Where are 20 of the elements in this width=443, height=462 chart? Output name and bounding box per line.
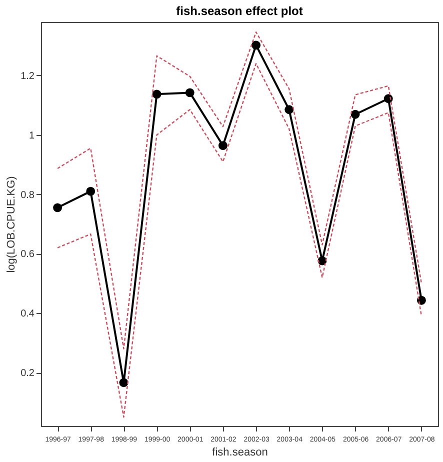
- x-axis-title: fish.season: [212, 446, 268, 458]
- y-tick-label: 0.2: [20, 368, 35, 380]
- point: [252, 40, 261, 50]
- y-axis-title: log(LOB.CPUE.KG): [6, 176, 18, 273]
- chart-title: fish.season effect plot: [176, 4, 303, 18]
- y-tick-label: 1.2: [20, 70, 35, 82]
- point: [185, 88, 194, 98]
- point: [152, 90, 162, 99]
- point: [350, 110, 360, 119]
- point: [384, 94, 393, 104]
- point: [53, 203, 62, 212]
- y-tick-label: 0.8: [20, 190, 35, 201]
- y-tick-label: 0.4: [20, 308, 35, 320]
- y-tick-label: 0.6: [20, 249, 35, 260]
- point: [119, 378, 128, 388]
- point: [284, 105, 294, 114]
- point: [218, 141, 228, 150]
- line-series: [56, 62, 422, 418]
- point: [86, 186, 96, 196]
- y-tick-label: 1: [28, 130, 35, 142]
